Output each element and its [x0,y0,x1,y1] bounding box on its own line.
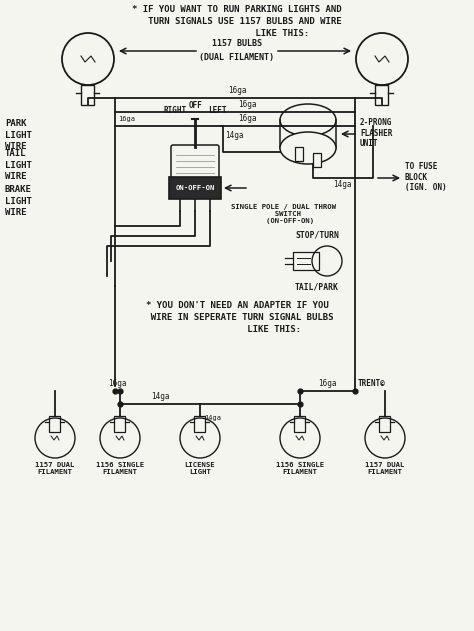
Bar [49,416,61,432]
Bar [295,147,303,161]
Bar [294,416,306,432]
Text: PARK
LIGHT
WIRE: PARK LIGHT WIRE [5,119,32,151]
Text: 14ga: 14ga [333,180,352,189]
Text: 16ga: 16ga [238,100,256,109]
Text: 16ga: 16ga [108,379,127,388]
Bar [313,153,321,167]
Text: 2-PRONG
FLASHER
UNIT: 2-PRONG FLASHER UNIT [360,118,392,148]
Bar [115,416,126,432]
Text: TAIL/PARK: TAIL/PARK [295,282,339,291]
Text: STOP/TURN: STOP/TURN [295,231,339,240]
Text: TRENT©: TRENT© [358,379,386,388]
Text: * IF YOU WANT TO RUN PARKING LIGHTS AND
   TURN SIGNALS USE 1157 BULBS AND WIRE
: * IF YOU WANT TO RUN PARKING LIGHTS AND … [132,5,342,38]
Text: LEFT: LEFT [208,106,226,115]
Bar [375,85,389,105]
Text: ON-OFF-ON: ON-OFF-ON [175,185,215,191]
Text: 14ga: 14ga [225,131,244,141]
Text: 1156 SINGLE
FILAMENT: 1156 SINGLE FILAMENT [276,462,324,475]
Text: * YOU DON'T NEED AN ADAPTER IF YOU
  WIRE IN SEPERATE TURN SIGNAL BULBS
        : * YOU DON'T NEED AN ADAPTER IF YOU WIRE … [140,301,334,334]
Bar [82,85,94,105]
Text: 1157 DUAL
FILAMENT: 1157 DUAL FILAMENT [365,462,405,475]
Bar [194,416,206,432]
Text: TAIL
LIGHT
WIRE: TAIL LIGHT WIRE [5,150,32,180]
Text: 16ga: 16ga [118,116,135,122]
Text: 1157 DUAL
FILAMENT: 1157 DUAL FILAMENT [35,462,75,475]
Text: 16ga: 16ga [238,114,256,123]
Text: 14ga: 14ga [204,415,221,421]
Bar [380,416,391,432]
Text: (DUAL FILAMENT): (DUAL FILAMENT) [200,53,274,62]
Text: BRAKE
LIGHT
WIRE: BRAKE LIGHT WIRE [5,186,32,216]
Bar [169,177,221,199]
Ellipse shape [280,132,336,164]
Bar [293,252,319,270]
Text: 1156 SINGLE
FILAMENT: 1156 SINGLE FILAMENT [96,462,144,475]
Text: 16ga: 16ga [228,86,246,95]
Text: RIGHT: RIGHT [164,106,187,115]
Text: LICENSE
LIGHT: LICENSE LIGHT [185,462,215,475]
Text: 16ga: 16ga [318,379,337,388]
Text: 14ga: 14ga [151,392,169,401]
Text: TO FUSE
BLOCK
(IGN. ON): TO FUSE BLOCK (IGN. ON) [405,162,447,192]
Text: OFF: OFF [189,101,203,110]
Text: 1157 BULBS: 1157 BULBS [212,39,262,48]
Text: SINGLE POLE / DUAL THROW
          SWITCH
        (ON-OFF-ON): SINGLE POLE / DUAL THROW SWITCH (ON-OFF-… [231,204,336,224]
